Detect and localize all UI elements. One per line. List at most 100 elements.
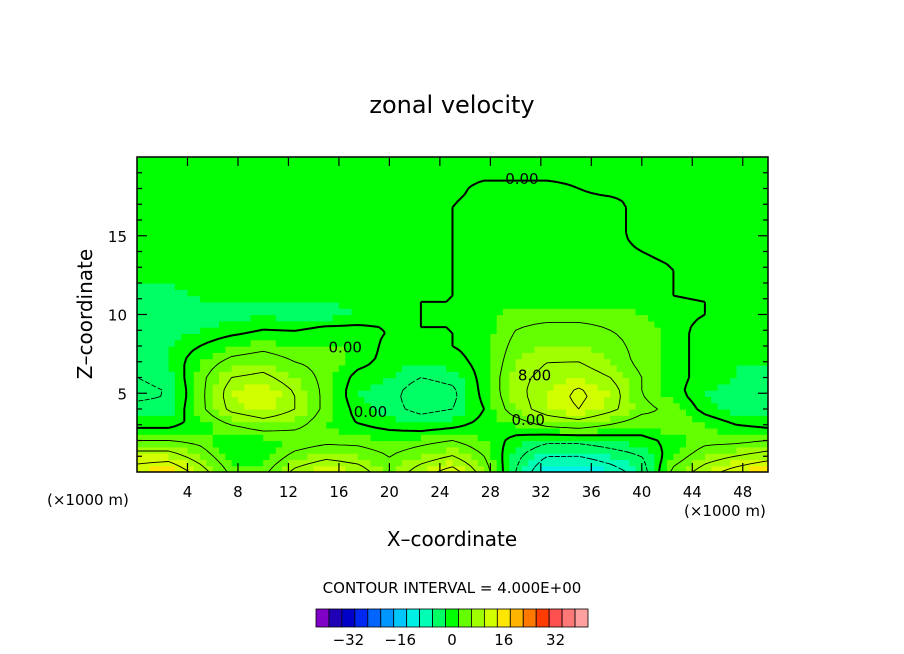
field-cell <box>685 276 693 284</box>
field-cell <box>622 276 630 284</box>
field-cell <box>313 346 321 353</box>
field-cell <box>742 175 750 183</box>
field-cell <box>490 295 498 303</box>
field-cell <box>528 377 536 385</box>
field-cell <box>402 333 409 341</box>
field-cell <box>673 308 681 316</box>
field-cell <box>402 440 409 448</box>
field-cell <box>629 427 637 435</box>
field-cell <box>597 301 605 309</box>
field-cell <box>168 346 176 353</box>
field-cell <box>446 257 454 265</box>
field-cell <box>162 270 170 278</box>
field-cell <box>629 434 637 442</box>
field-cell <box>465 169 473 177</box>
field-cell <box>263 352 271 360</box>
field-cell <box>755 352 763 360</box>
field-cell <box>477 465 485 472</box>
field-cell <box>603 207 611 215</box>
field-cell <box>237 409 245 416</box>
field-cell <box>553 301 561 309</box>
field-cell <box>206 434 214 442</box>
field-cell <box>698 377 706 385</box>
field-cell <box>256 232 264 240</box>
field-cell <box>376 409 384 416</box>
field-cell <box>471 415 479 423</box>
field-cell <box>332 213 340 221</box>
field-cell <box>168 421 176 429</box>
field-cell <box>212 402 220 410</box>
field-cell <box>313 314 321 322</box>
field-cell <box>307 194 315 202</box>
field-cell <box>534 213 542 221</box>
field-cell <box>446 390 454 397</box>
field-cell <box>389 201 397 208</box>
field-cell <box>301 220 308 227</box>
field-cell <box>616 270 624 278</box>
field-cell <box>502 352 510 360</box>
field-cell <box>402 264 409 271</box>
field-cell <box>679 308 687 316</box>
field-cell <box>288 421 296 429</box>
field-cell <box>603 188 611 196</box>
field-cell <box>603 175 611 183</box>
field-cell <box>332 257 340 265</box>
field-cell <box>420 383 428 391</box>
field-cell <box>137 301 144 309</box>
field-cell <box>452 283 460 290</box>
field-cell <box>585 207 592 215</box>
field-cell <box>219 415 226 423</box>
field-cell <box>143 402 151 410</box>
field-cell <box>528 194 536 202</box>
field-cell <box>736 226 744 234</box>
field-cell <box>471 188 479 196</box>
field-cell <box>578 320 586 328</box>
field-cell <box>427 446 435 454</box>
field-cell <box>193 283 201 290</box>
field-cell <box>635 377 643 385</box>
field-cell <box>547 169 555 177</box>
field-cell <box>736 232 744 240</box>
field-cell <box>326 226 334 234</box>
field-cell <box>225 421 233 429</box>
field-cell <box>143 283 151 290</box>
field-cell <box>427 377 435 385</box>
field-cell <box>319 194 327 202</box>
field-cell <box>402 232 409 240</box>
field-cell <box>181 396 189 404</box>
field-cell <box>578 339 586 347</box>
field-cell <box>730 320 738 328</box>
field-cell <box>597 232 605 240</box>
field-cell <box>181 352 189 360</box>
field-cell <box>219 264 226 271</box>
field-cell <box>275 276 283 284</box>
field-cell <box>591 352 599 360</box>
field-cell <box>351 270 359 278</box>
field-cell <box>307 264 315 271</box>
field-cell <box>578 213 586 221</box>
field-cell <box>200 314 208 322</box>
field-cell <box>723 270 731 278</box>
field-cell <box>578 251 586 259</box>
field-cell <box>408 175 416 183</box>
field-cell <box>578 220 586 227</box>
field-cell <box>761 364 768 372</box>
field-cell <box>553 264 561 271</box>
field-cell <box>332 358 340 366</box>
field-cell <box>338 364 346 372</box>
field-cell <box>402 289 409 297</box>
field-cell <box>181 434 189 442</box>
field-cell <box>603 346 611 353</box>
field-cell <box>345 289 353 297</box>
field-cell <box>578 182 586 190</box>
field-cell <box>231 213 239 221</box>
field-cell <box>553 226 561 234</box>
field-cell <box>458 453 466 460</box>
field-cell <box>622 182 630 190</box>
field-cell <box>742 383 750 391</box>
field-cell <box>439 364 447 372</box>
field-cell <box>597 182 605 190</box>
field-cell <box>395 320 403 328</box>
field-cell <box>282 157 290 164</box>
field-cell <box>389 427 397 435</box>
